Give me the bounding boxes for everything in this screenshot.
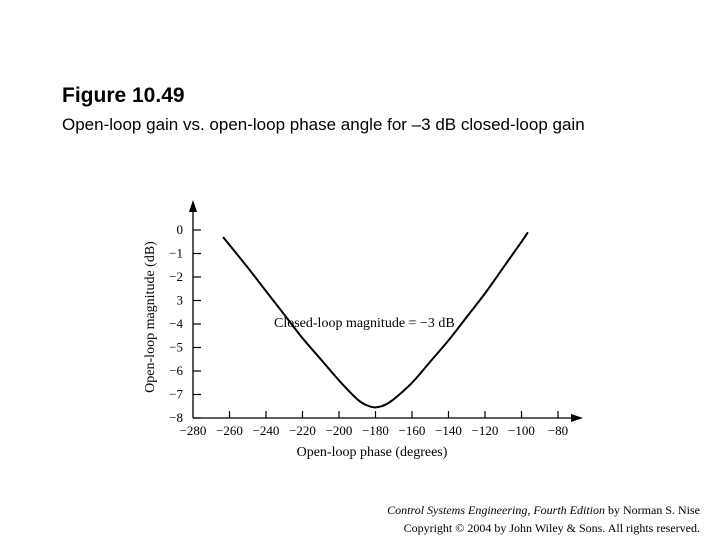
y-tick-label: −6 [169, 363, 183, 378]
figure-title: Figure 10.49 [62, 84, 185, 107]
y-tick-label: −7 [169, 387, 183, 402]
x-tick-label: −100 [508, 423, 535, 438]
y-axis-label: Open-loop magnitude (dB) [143, 241, 158, 393]
x-tick-label: −180 [362, 423, 389, 438]
x-tick-label: −200 [326, 423, 353, 438]
y-tick-label: −8 [169, 410, 183, 425]
book-title: Control Systems Engineering, Fourth Edit… [387, 503, 605, 517]
figure-caption: Open-loop gain vs. open-loop phase angle… [62, 115, 585, 134]
x-tick-label: −80 [548, 423, 568, 438]
y-tick-label: 3 [177, 293, 184, 308]
chart-annotation: Closed-loop magnitude = −3 dB [274, 316, 455, 331]
credit-line: Control Systems Engineering, Fourth Edit… [387, 503, 700, 518]
x-tick-label: −280 [180, 423, 207, 438]
x-ticks: −280 −260 −240 −220 −200 −180 −160 −140 −120 −100… [180, 411, 568, 438]
x-axis-label: Open-loop phase (degrees) [297, 445, 448, 460]
y-axis-arrow [189, 200, 197, 212]
x-tick-label: −160 [399, 423, 426, 438]
book-author: by Norman S. Nise [605, 503, 700, 517]
chart-axes [189, 200, 583, 422]
x-axis-arrow [571, 414, 583, 422]
y-tick-label: −4 [169, 316, 183, 331]
y-ticks: 0 −1 −2 3 −4 −5 −6 −7 −8 [169, 222, 201, 425]
y-tick-label: 0 [177, 222, 184, 237]
copyright-line: Copyright © 2004 by John Wiley & Sons. A… [403, 521, 700, 535]
x-tick-label: −120 [472, 423, 499, 438]
x-tick-label: −260 [216, 423, 243, 438]
y-tick-label: −2 [169, 269, 183, 284]
x-tick-label: −140 [435, 423, 462, 438]
x-tick-label: −240 [253, 423, 280, 438]
x-tick-label: −220 [289, 423, 316, 438]
y-tick-label: −5 [169, 340, 183, 355]
y-tick-label: −1 [169, 246, 183, 261]
series-line [222, 231, 529, 409]
